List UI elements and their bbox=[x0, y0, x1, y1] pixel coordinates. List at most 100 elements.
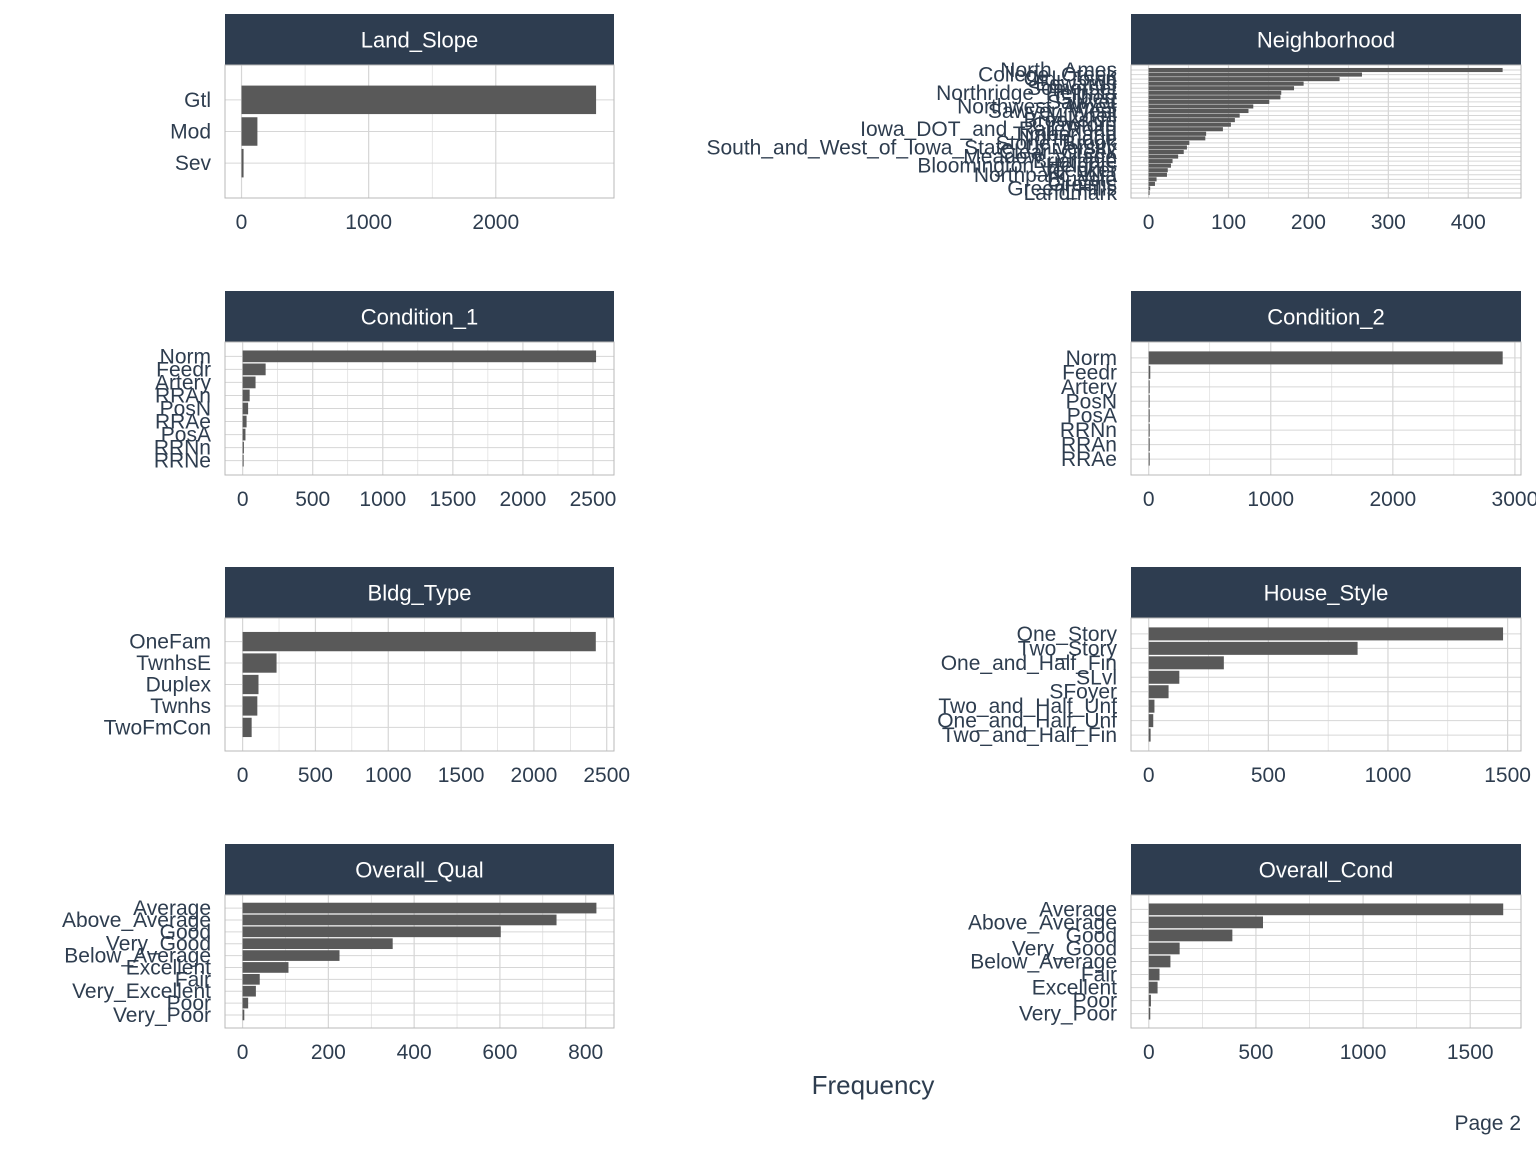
y-tick-label: Sawyer_West bbox=[988, 100, 1117, 123]
bar bbox=[242, 938, 393, 950]
y-tick-label: Mod bbox=[170, 121, 211, 144]
facet-panel-overall_cond: Overall_Cond 0 500 1000 1500 AverageAbove_Ave… bbox=[968, 844, 1522, 1064]
x-tick-label: 100 bbox=[1211, 211, 1246, 234]
bar bbox=[1148, 994, 1151, 1007]
bar bbox=[242, 973, 260, 985]
strip-title: Overall_Cond bbox=[1259, 858, 1394, 883]
bar bbox=[1148, 423, 1150, 437]
x-axis-title: Frequency bbox=[812, 1070, 935, 1100]
y-tick-label: One_and_Half_Fin bbox=[941, 652, 1117, 675]
x-tick-label: 800 bbox=[568, 1041, 603, 1064]
y-tick-label: One_and_Half_Unf bbox=[937, 710, 1117, 733]
bar bbox=[242, 402, 249, 415]
bar bbox=[1148, 113, 1240, 118]
bar bbox=[242, 653, 277, 673]
facet-panel-neighborhood: Neighborhood 0 100 200 300 400 North_AmesColle… bbox=[706, 14, 1522, 234]
y-tick-label: RRNn bbox=[1060, 419, 1117, 442]
x-tick-label: 3000 bbox=[1492, 488, 1536, 511]
y-tick-label: Good bbox=[160, 921, 211, 944]
strip-background bbox=[225, 844, 614, 895]
bar bbox=[1148, 118, 1235, 123]
bar bbox=[1148, 104, 1254, 109]
bar bbox=[1148, 641, 1358, 655]
y-tick-label: Northpark_Villa bbox=[974, 164, 1118, 187]
x-tick-label: 1000 bbox=[365, 764, 412, 787]
bar bbox=[1148, 145, 1187, 150]
x-tick-label: 1000 bbox=[359, 488, 406, 511]
bar bbox=[242, 441, 244, 454]
bar bbox=[1148, 968, 1160, 981]
y-tick-label: Veenker bbox=[1040, 159, 1117, 182]
bar bbox=[1148, 72, 1362, 77]
bar bbox=[1148, 99, 1270, 104]
x-tick-label: 500 bbox=[298, 764, 333, 787]
strip-title: Bldg_Type bbox=[368, 581, 472, 606]
x-tick-label: 1000 bbox=[345, 211, 392, 234]
bar bbox=[1148, 77, 1340, 82]
strip-background bbox=[225, 14, 614, 65]
x-tick-label: 2500 bbox=[583, 764, 630, 787]
strip-background bbox=[225, 567, 614, 618]
strip-background bbox=[1131, 844, 1521, 895]
strip-title: Condition_1 bbox=[361, 305, 478, 330]
strip-title: Land_Slope bbox=[361, 28, 478, 53]
facet-panel-land_slope: Land_Slope 0 1000 2000 Gtl Mod Sev bbox=[170, 14, 615, 234]
bar bbox=[1148, 127, 1223, 132]
x-tick-label: 1500 bbox=[1447, 1041, 1494, 1064]
bar bbox=[242, 415, 247, 428]
bar bbox=[1148, 81, 1304, 86]
bar bbox=[1148, 172, 1167, 177]
x-tick-label: 600 bbox=[482, 1041, 517, 1064]
panel-border bbox=[224, 894, 615, 1029]
bar bbox=[242, 428, 246, 441]
bar bbox=[1148, 168, 1168, 173]
y-tick-label: Old_Town bbox=[1024, 68, 1117, 91]
y-tick-label: Greens bbox=[1048, 173, 1117, 196]
panel-border bbox=[1130, 617, 1522, 752]
y-tick-label: Meadow_Village bbox=[963, 146, 1117, 169]
facet-panel-condition_1: Condition_1 0 500 1000 1500 2000 2500 NormFeedr… bbox=[154, 291, 616, 511]
x-tick-label: 300 bbox=[1371, 211, 1406, 234]
bar bbox=[1148, 140, 1190, 145]
y-tick-label: RRAn bbox=[1061, 434, 1117, 457]
bar bbox=[1148, 916, 1263, 929]
panel-border bbox=[224, 341, 615, 476]
bar bbox=[1148, 122, 1231, 127]
y-tick-label: PosA bbox=[1067, 405, 1117, 428]
bar bbox=[1148, 163, 1171, 168]
y-tick-label: Very_Poor bbox=[113, 1004, 211, 1027]
bar bbox=[1148, 177, 1157, 182]
bar bbox=[242, 389, 250, 402]
bar bbox=[1148, 699, 1155, 713]
bar bbox=[241, 85, 597, 115]
y-tick-label: Artery bbox=[155, 371, 212, 394]
bar bbox=[1148, 656, 1224, 670]
y-tick-label: SFoyer bbox=[1049, 681, 1117, 704]
bar bbox=[242, 997, 249, 1009]
bar bbox=[1148, 942, 1180, 955]
bar bbox=[1148, 154, 1179, 159]
y-tick-label: PosN bbox=[1066, 390, 1117, 413]
strip-background bbox=[1131, 14, 1521, 65]
strip-title: House_Style bbox=[1264, 581, 1389, 606]
strip-title: Condition_2 bbox=[1267, 305, 1384, 330]
bar bbox=[1148, 351, 1503, 365]
bar bbox=[1148, 627, 1504, 641]
y-tick-label: Two_and_Half_Unf bbox=[938, 695, 1117, 718]
y-tick-label: Iowa_DOT_and_Rail_Road bbox=[860, 118, 1117, 141]
x-tick-label: 0 bbox=[236, 211, 248, 234]
x-tick-label: 0 bbox=[1143, 764, 1155, 787]
bar bbox=[1148, 452, 1150, 466]
y-tick-label: Two_Story bbox=[1018, 637, 1118, 660]
y-tick-label: Gtl bbox=[184, 89, 211, 112]
y-tick-label: Artery bbox=[1061, 376, 1118, 399]
bar bbox=[1148, 136, 1206, 141]
bar bbox=[1148, 90, 1282, 95]
bar bbox=[241, 117, 258, 146]
y-tick-label: Northwest_Ames bbox=[957, 95, 1117, 118]
x-tick-label: 500 bbox=[1251, 764, 1286, 787]
x-tick-label: 2000 bbox=[500, 488, 547, 511]
x-tick-label: 1000 bbox=[1340, 1041, 1387, 1064]
